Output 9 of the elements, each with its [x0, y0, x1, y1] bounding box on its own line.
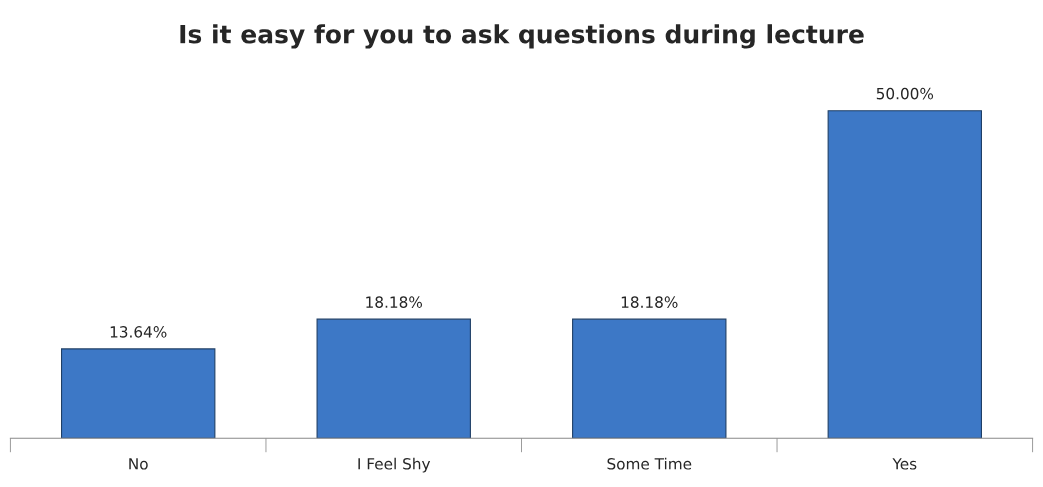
- x-tick-label: No: [129, 458, 148, 470]
- data-label: 18.18%: [621, 296, 678, 308]
- x-tick-label: I Feel Shy: [358, 457, 431, 473]
- data-label: 50.00%: [876, 87, 934, 100]
- data-label: 13.64%: [110, 326, 167, 338]
- x-tick-label: Yes: [892, 458, 917, 470]
- x-tick-label: Some Time: [607, 457, 692, 470]
- data-label: 18.18%: [366, 296, 423, 308]
- chart-title: Is it easy for you to ask questions during lecture: [180, 24, 864, 49]
